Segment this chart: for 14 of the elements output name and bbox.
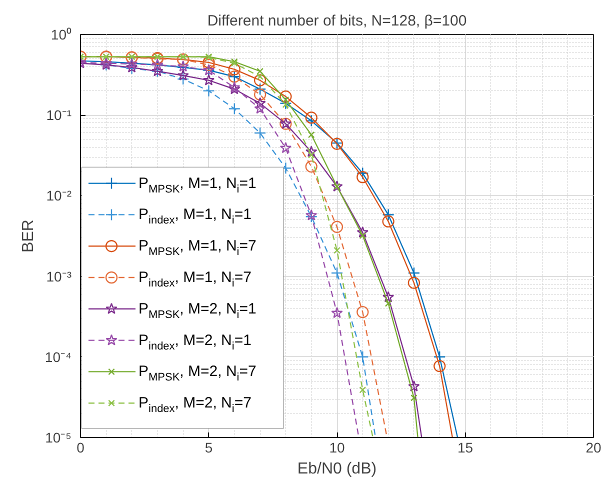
y-tick-label: 10⁻³ xyxy=(46,268,72,284)
y-tick-label: 10⁻¹ xyxy=(46,107,72,124)
y-tick-label: 10⁻⁴ xyxy=(44,348,72,365)
y-tick-label: 10⁻² xyxy=(46,188,72,204)
x-tick-label: 5 xyxy=(204,440,213,456)
x-tick-label: 15 xyxy=(457,440,474,456)
y-tick-label: 10⁻⁵ xyxy=(45,430,72,446)
chart-title: Different number of bits, N=128, β=100 xyxy=(207,12,467,30)
x-axis-title: Eb/N0 (dB) xyxy=(297,460,377,478)
x-tick-label: 0 xyxy=(76,440,85,456)
x-tick-label: 10 xyxy=(329,440,345,456)
y-axis-title: BER xyxy=(20,220,37,252)
x-tick-label: 20 xyxy=(586,440,602,456)
y-tick-label: 10⁰ xyxy=(50,26,72,42)
